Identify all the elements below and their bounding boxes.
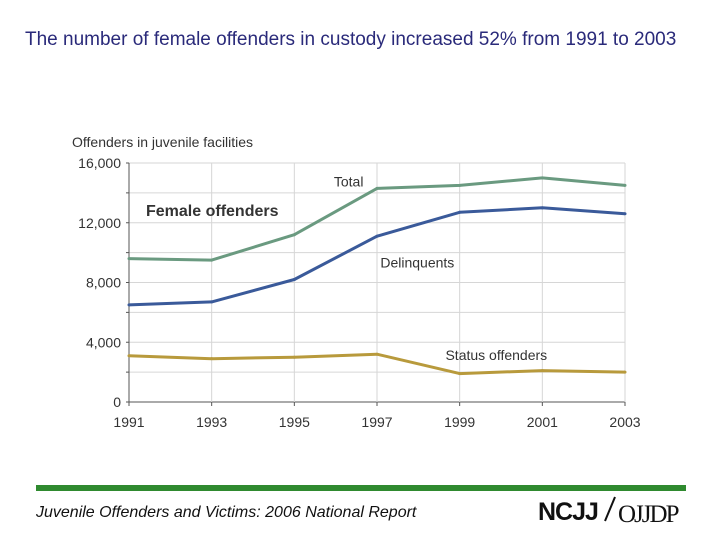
series-label: Delinquents (380, 255, 454, 271)
x-tick-label: 2003 (609, 414, 640, 430)
data-point (210, 300, 214, 304)
x-tick-label: 1999 (444, 414, 475, 430)
footer-rule (36, 485, 686, 491)
data-point (292, 233, 296, 237)
data-point (210, 258, 214, 262)
x-tick-label: 1997 (361, 414, 392, 430)
data-point (292, 278, 296, 282)
y-axis-label: Offenders in juvenile facilities (72, 134, 253, 150)
data-point (292, 355, 296, 359)
data-point (540, 206, 544, 210)
data-point (375, 186, 379, 190)
footer-report-title: Juvenile Offenders and Victims: 2006 Nat… (36, 504, 417, 521)
line-chart: Offenders in juvenile facilities 0 4,000 8… (72, 134, 641, 430)
data-point (458, 183, 462, 187)
x-tick-label: 1991 (113, 414, 144, 430)
data-point (127, 303, 131, 307)
data-point (210, 357, 214, 361)
data-point (375, 352, 379, 356)
y-tick-label: 12,000 (78, 215, 121, 231)
data-point (458, 210, 462, 214)
data-point (540, 369, 544, 373)
data-point (375, 234, 379, 238)
data-point (127, 354, 131, 358)
y-axis-ticks: 0 4,000 8,000 12,000 16,000 (78, 155, 121, 410)
logo-slash (604, 496, 616, 522)
x-tick-label: 1993 (196, 414, 227, 430)
data-point (540, 176, 544, 180)
x-tick-label: 2001 (527, 414, 558, 430)
y-tick-label: 8,000 (86, 275, 121, 291)
ncjj-ojjdp-logo: NCJJ OJJDP (538, 496, 681, 528)
ncjj-logo-text: NCJJ (538, 498, 598, 526)
series-lines: Total Delinquents Status offenders (127, 173, 627, 376)
chart-title: Female offenders (146, 203, 279, 220)
data-point (623, 370, 627, 374)
slide-title: The number of female offenders in custod… (25, 29, 677, 50)
data-point (623, 183, 627, 187)
data-point (127, 257, 131, 261)
series-label: Total (334, 173, 364, 189)
y-tick-label: 4,000 (86, 334, 121, 350)
x-axis-ticks: 1991 1993 1995 1997 1999 2001 2003 (113, 414, 640, 430)
y-tick-label: 16,000 (78, 155, 121, 171)
ojjdp-logo-text: OJJDP (618, 501, 679, 528)
data-point (458, 372, 462, 376)
x-tick-label: 1995 (279, 414, 310, 430)
y-tick-label: 0 (113, 394, 121, 410)
series-label: Status offenders (445, 347, 547, 363)
data-point (623, 212, 627, 216)
